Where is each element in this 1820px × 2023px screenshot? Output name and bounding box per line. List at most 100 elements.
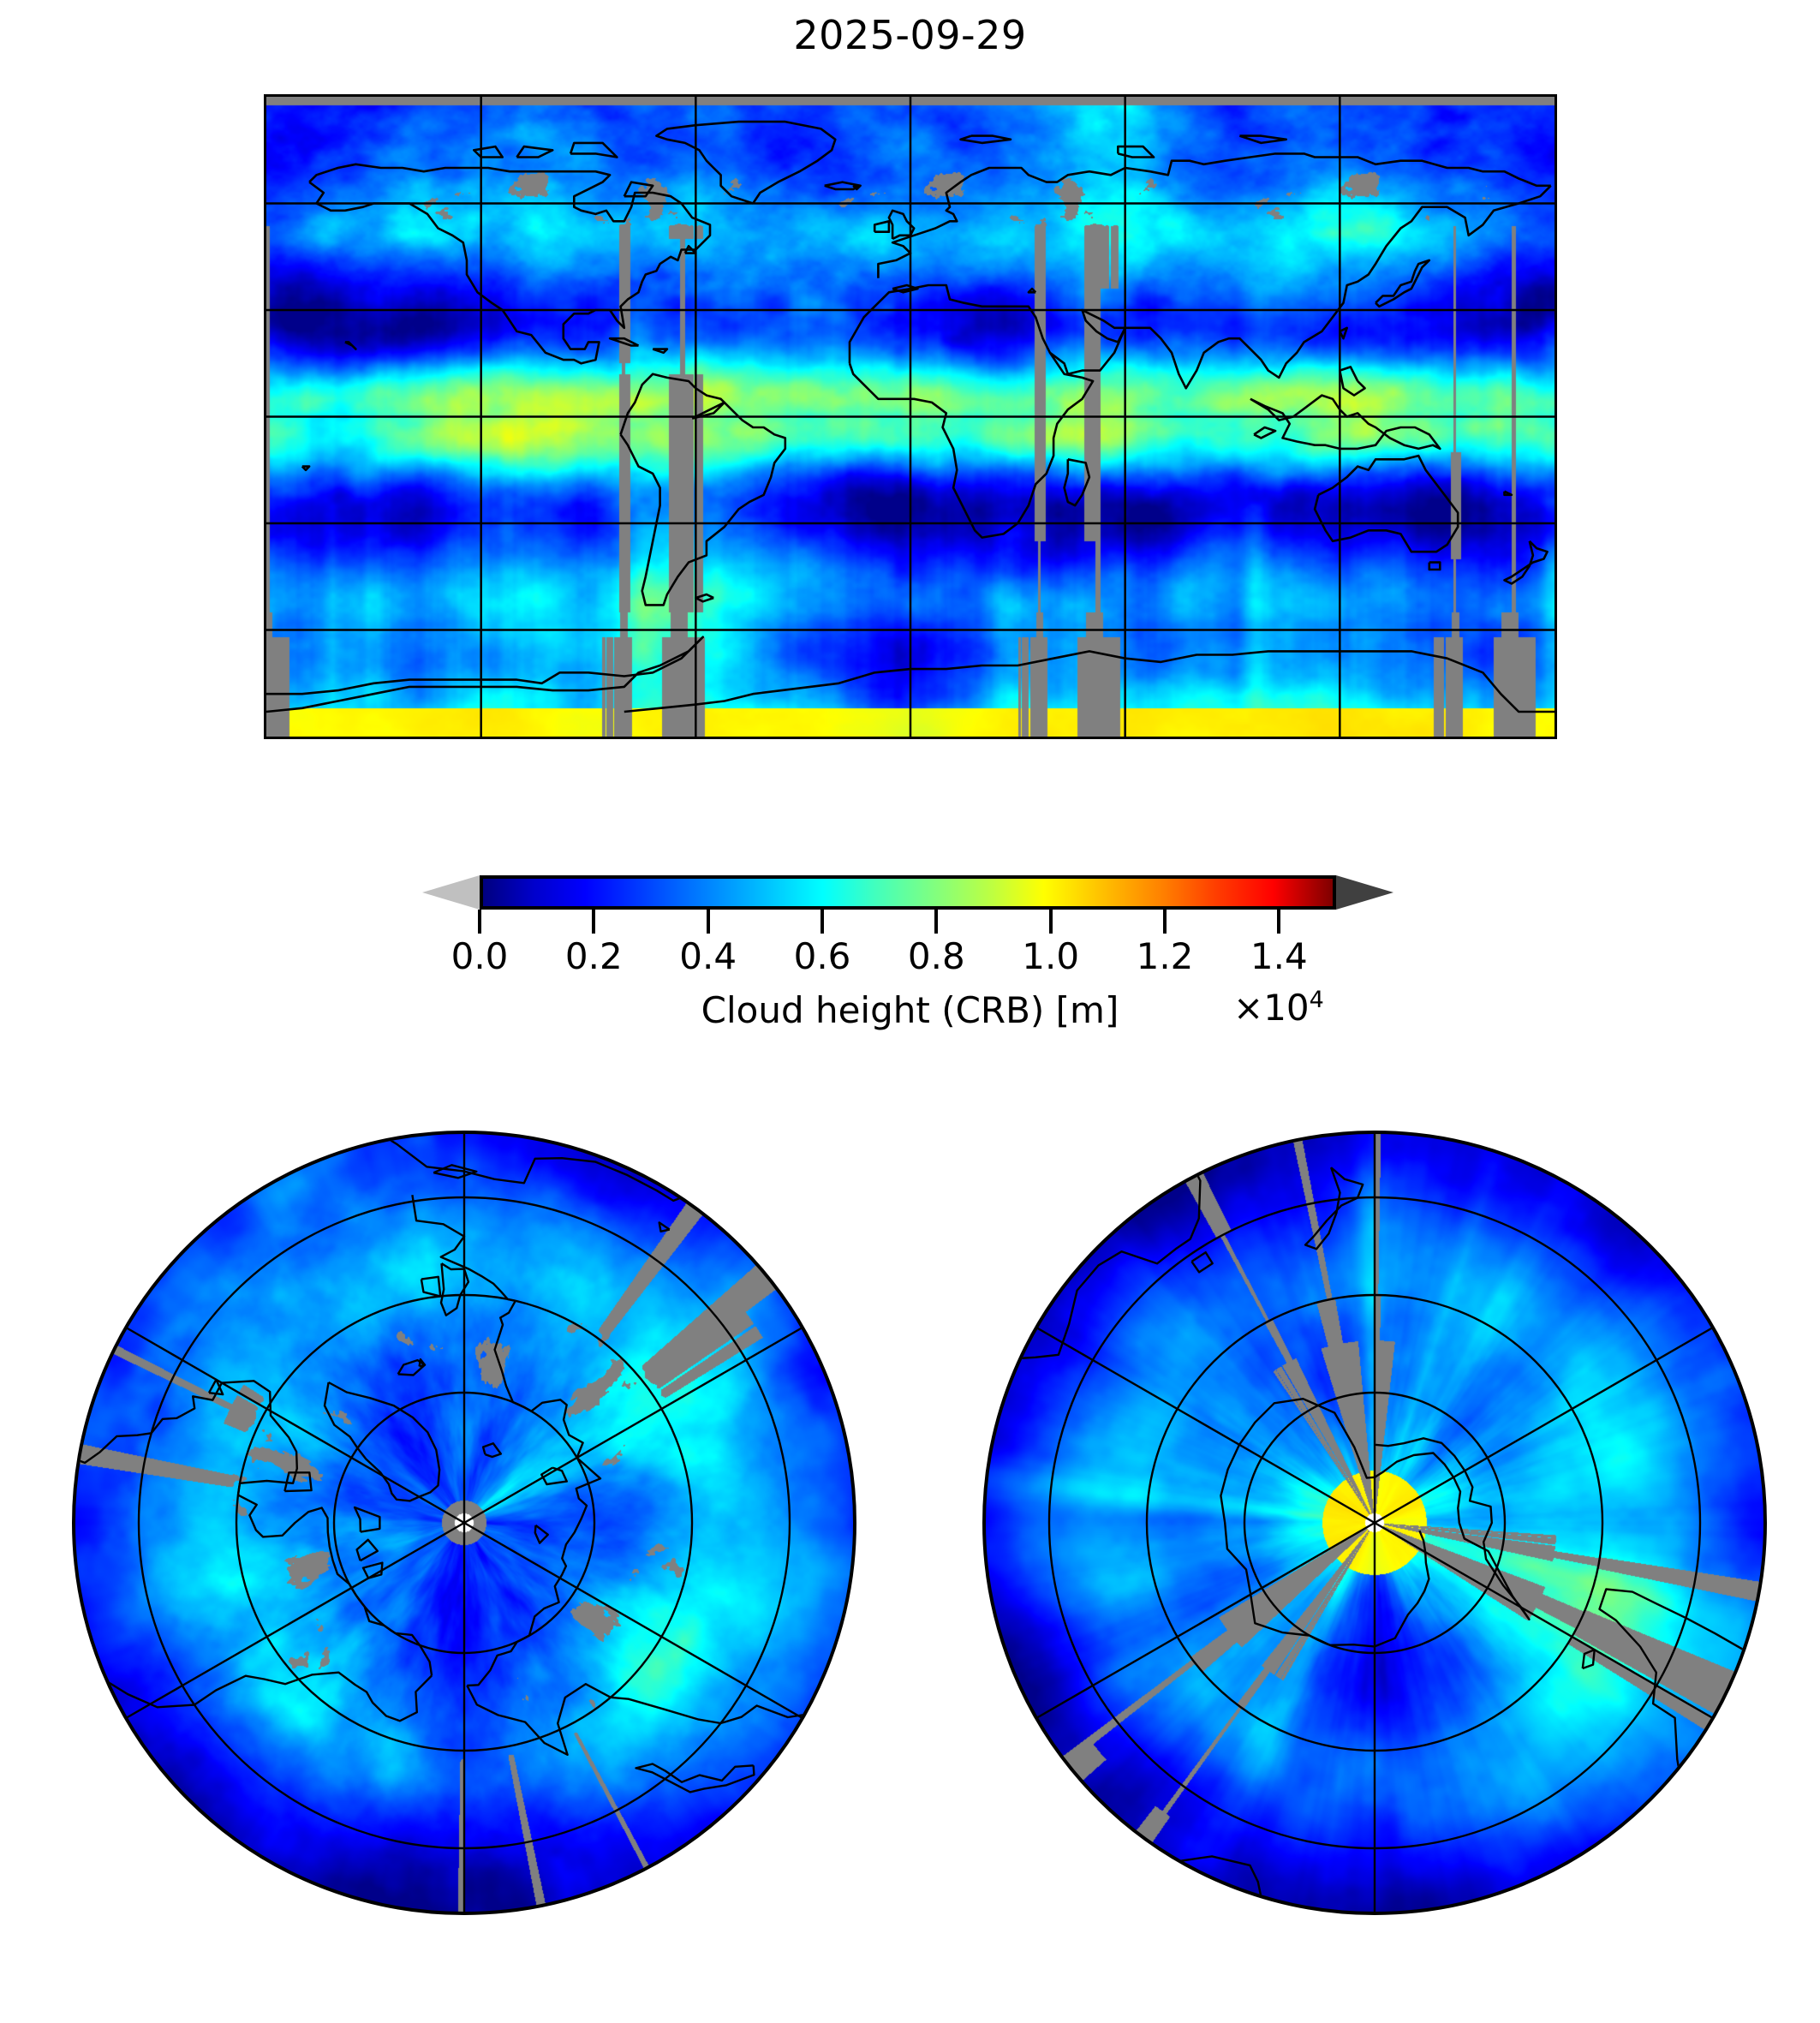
coastline bbox=[1304, 1167, 1364, 1250]
coastline bbox=[619, 373, 787, 606]
coastline bbox=[301, 465, 311, 472]
page-title: 2025-09-29 bbox=[793, 12, 1027, 58]
coastline bbox=[283, 1471, 313, 1493]
coastline bbox=[1428, 561, 1441, 571]
coastline bbox=[1027, 287, 1037, 294]
coastline bbox=[655, 120, 837, 205]
polar-graticule-meridian bbox=[463, 1521, 803, 1720]
coastline bbox=[824, 181, 862, 191]
coastline bbox=[1117, 145, 1155, 158]
coastline bbox=[1598, 1588, 1763, 1858]
colorbar-offset-base: ×10 bbox=[1233, 987, 1310, 1029]
colorbar-tick bbox=[1048, 910, 1053, 934]
coastline bbox=[418, 1358, 427, 1368]
colorbar-label: Cloud height (CRB) [m] bbox=[701, 989, 1119, 1031]
coastline bbox=[353, 1506, 381, 1533]
coastline bbox=[331, 1134, 731, 1202]
global-map-panel[interactable] bbox=[264, 94, 1557, 739]
colorbar-tick bbox=[820, 910, 824, 934]
colorbar-tick-label: 0.4 bbox=[679, 935, 737, 977]
polar-graticule-meridian bbox=[463, 1326, 803, 1525]
colorbar-tick-label: 0.2 bbox=[564, 935, 623, 977]
coastline bbox=[877, 152, 1551, 278]
coastline bbox=[1339, 326, 1348, 340]
coastline bbox=[207, 1378, 224, 1396]
colorbar-gradient[interactable] bbox=[480, 875, 1336, 910]
coastline bbox=[540, 1466, 568, 1486]
polar-graticule-meridian bbox=[1374, 1326, 1714, 1525]
colorbar-under-arrow-outline bbox=[419, 872, 483, 913]
colorbar-tick-label: 0.8 bbox=[907, 935, 965, 977]
coastline bbox=[266, 636, 704, 713]
colorbar-tick bbox=[1277, 910, 1281, 934]
colorbar-tick-label: 1.0 bbox=[1022, 935, 1080, 977]
coastline bbox=[887, 209, 916, 241]
colorbar-tick-label: 1.2 bbox=[1136, 935, 1194, 977]
colorbar-tick bbox=[478, 910, 481, 934]
coastline bbox=[959, 134, 1012, 145]
coastline bbox=[1253, 426, 1277, 439]
coastline bbox=[683, 245, 697, 254]
colorbar-offset-exponent: 4 bbox=[1309, 987, 1324, 1013]
coastline bbox=[848, 283, 1095, 539]
polar-graticule-meridian bbox=[1035, 1521, 1375, 1720]
coastline bbox=[1238, 134, 1287, 145]
coastline bbox=[1045, 1816, 1077, 1833]
coastline bbox=[635, 1763, 755, 1793]
coastline bbox=[624, 650, 1554, 713]
south-polar-panel[interactable] bbox=[981, 1129, 1769, 1917]
coastline bbox=[873, 220, 891, 233]
colorbar-over-arrow-outline bbox=[1336, 872, 1400, 913]
colorbar-over-arrow bbox=[1336, 875, 1393, 910]
coastline bbox=[308, 163, 712, 365]
coastline bbox=[473, 145, 504, 158]
coastline bbox=[420, 1275, 442, 1298]
coastline bbox=[534, 1524, 549, 1544]
coastline bbox=[623, 181, 654, 198]
south-polar-overlay bbox=[982, 1131, 1767, 1915]
coastline bbox=[1339, 366, 1366, 397]
colorbar-tick-label: 0.6 bbox=[793, 935, 851, 977]
coastline bbox=[691, 401, 726, 420]
coastline bbox=[1503, 490, 1513, 497]
polar-coastlines bbox=[986, 1143, 1763, 1912]
coastline bbox=[1581, 1649, 1596, 1670]
colorbar-offset-text: ×104 bbox=[1233, 987, 1324, 1029]
coastline bbox=[695, 593, 714, 603]
global-map-overlay bbox=[266, 97, 1554, 737]
coastline bbox=[1190, 1251, 1214, 1274]
colorbar-under-arrow bbox=[422, 875, 480, 910]
polar-graticule-meridian bbox=[125, 1521, 465, 1720]
polar-graticule-meridian bbox=[1035, 1326, 1375, 1525]
coastline bbox=[852, 184, 862, 191]
colorbar-tick bbox=[592, 910, 596, 934]
coastline bbox=[1250, 394, 1441, 451]
coastline bbox=[344, 341, 357, 350]
coastline bbox=[481, 1442, 502, 1459]
coastline bbox=[355, 1538, 379, 1562]
coastline bbox=[1374, 1437, 1531, 1620]
coastline bbox=[433, 1164, 478, 1179]
coastline bbox=[1313, 454, 1459, 553]
colorbar-tick bbox=[706, 910, 710, 934]
coastline bbox=[439, 1262, 470, 1316]
coastline bbox=[361, 1561, 384, 1579]
colorbar-tick bbox=[934, 910, 939, 934]
coastline bbox=[323, 1381, 441, 1502]
colorbar-tick bbox=[1163, 910, 1167, 934]
colorbar-tick-label: 1.4 bbox=[1250, 935, 1308, 977]
coastline bbox=[892, 283, 919, 294]
coastline bbox=[1220, 1398, 1430, 1648]
coastline bbox=[1143, 1855, 1268, 1912]
coastline bbox=[986, 1143, 1202, 1362]
coastline bbox=[75, 1380, 433, 1722]
coastline bbox=[397, 1358, 427, 1376]
north-polar-overlay bbox=[72, 1131, 856, 1915]
coastline bbox=[1063, 458, 1091, 507]
coastline bbox=[569, 141, 618, 158]
north-polar-panel[interactable] bbox=[70, 1129, 858, 1917]
coastline bbox=[821, 1736, 845, 1752]
colorbar-tick-label: 0.0 bbox=[451, 935, 509, 977]
coastline bbox=[1375, 259, 1431, 308]
polar-graticule-meridian bbox=[125, 1326, 465, 1525]
